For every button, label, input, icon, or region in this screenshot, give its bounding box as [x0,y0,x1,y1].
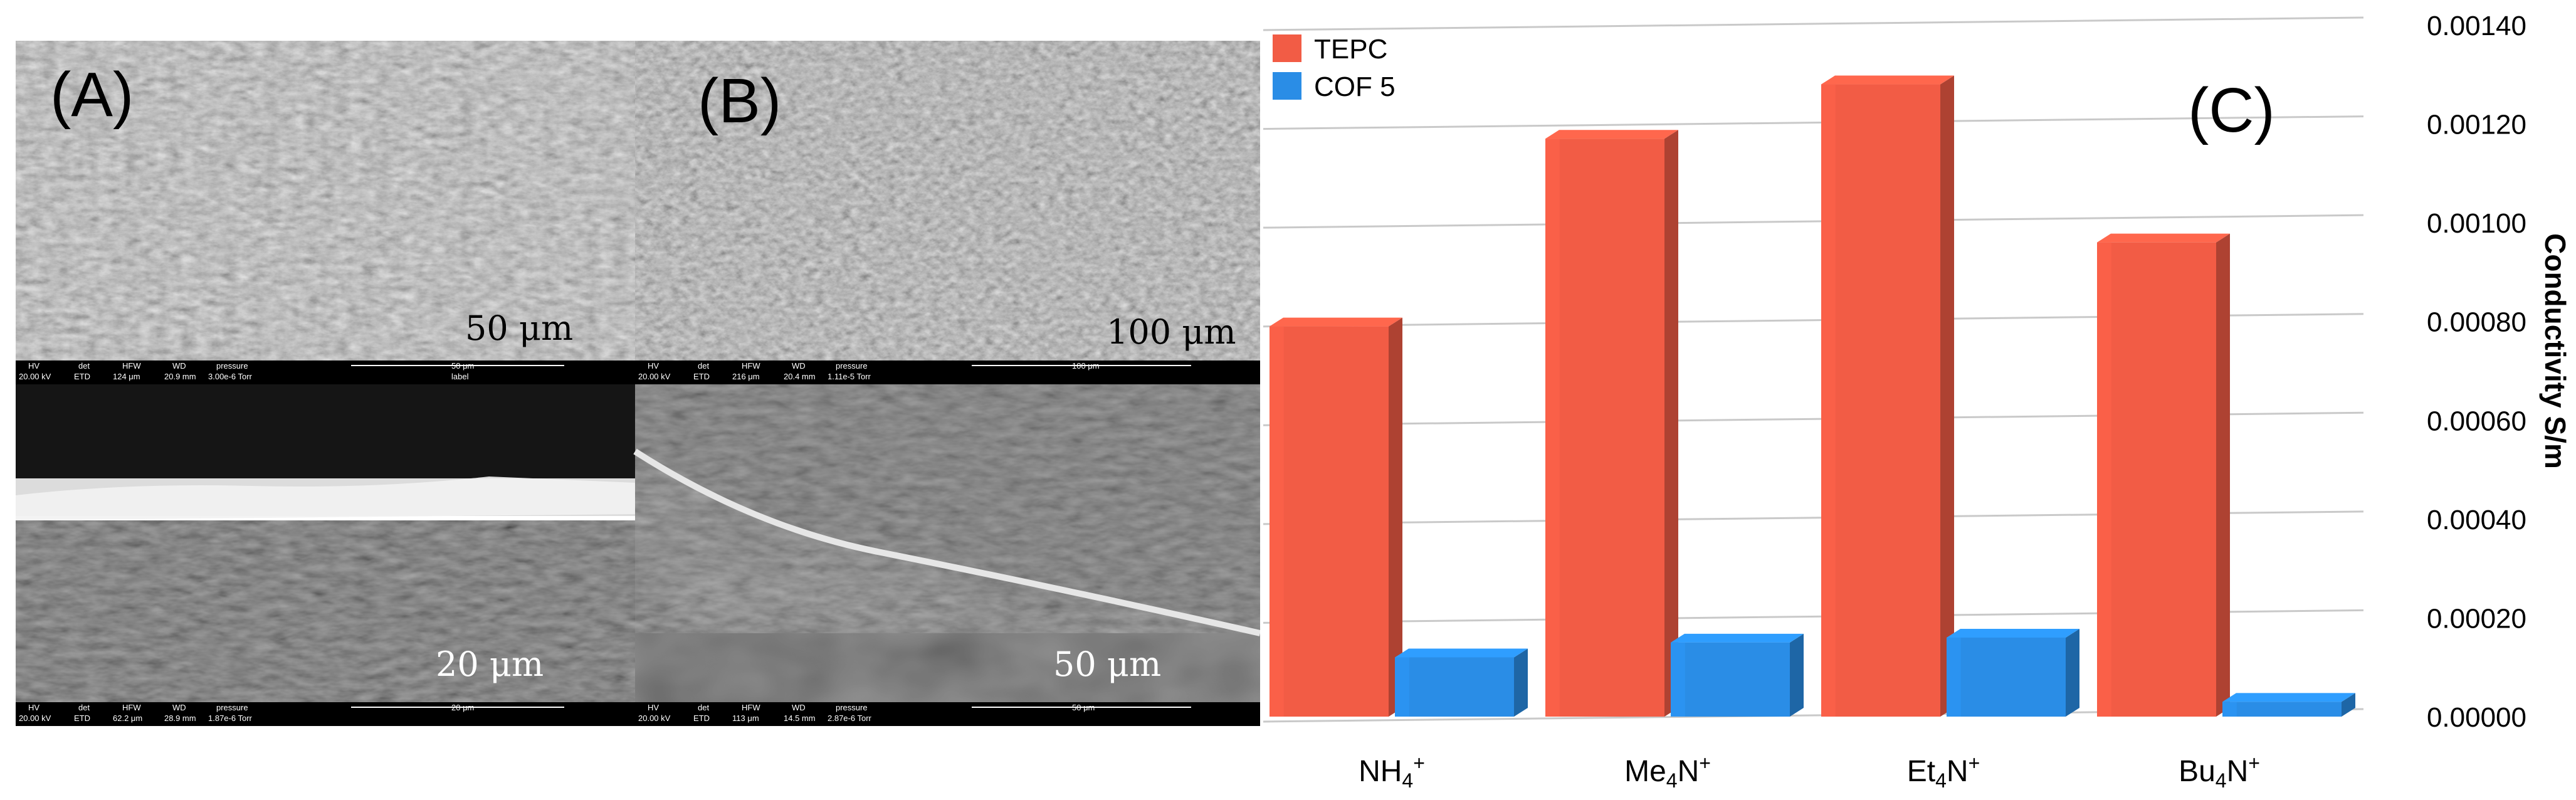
meta-bar-label: 100 μm [1072,361,1100,371]
bar-cof-5-2 [1947,628,2079,717]
meta-header: WD [792,361,806,371]
sem-micrographs: (A) (B) 50 μm 100 μm 20 μm 50 μm HV det … [16,41,1260,726]
chart-legend: TEPC COF 5 [1273,34,1396,102]
meta-value: 20.00 kV [638,713,671,723]
panel-label-b: (B) [698,66,781,136]
meta-bar-label: 50 μm [451,361,474,371]
meta-value: 20.00 kV [19,372,51,381]
legend-label: TEPC [1314,34,1387,65]
meta-strip-a-top: HV det HFW WD pressure 20.00 kV ETD 124 … [19,361,564,381]
gridline [1263,214,2364,229]
meta-header: WD [792,703,806,712]
meta-value: 113 μm [732,713,759,723]
meta-value: 124 μm [113,372,140,381]
meta-header: HV [28,703,39,712]
meta-header: det [78,703,90,712]
meta-header: WD [172,703,186,712]
meta-value: 1.87e-6 Torr [208,713,253,723]
meta-header: pressure [216,703,248,712]
meta-header: WD [172,361,186,371]
meta-value: 20.00 kV [638,372,671,381]
meta-value: 1.11e-5 Torr [828,372,871,381]
meta-strip-b-bottom: HV det HFW WD pressure 20.00 kV ETD 113 … [638,703,1191,723]
meta-bar-label: 20 μm [451,703,474,712]
meta-value: ETD [74,372,90,381]
sem-image-a-top [16,41,635,384]
x-category-label: Et4N+ [1907,752,1980,792]
bar-cof-5-0 [1395,648,1528,717]
panel-label-a: (A) [50,60,134,130]
meta-header: HFW [122,361,141,371]
meta-header: pressure [216,361,248,371]
meta-strip-b-top: HV det HFW WD pressure 20.00 kV ETD 216 … [638,361,1191,381]
sem-image-a-bottom [16,384,635,726]
bar-cof-5-3 [2222,693,2355,717]
legend-item-cof-5: COF 5 [1273,71,1396,102]
meta-value: ETD [693,713,710,723]
legend-item-tepc: TEPC [1273,34,1387,65]
y-axis-ticks: 0.00000 0.00020 0.00040 0.00060 0.00080 0.001… [2427,11,2526,733]
x-category-label: Bu4N+ [2179,752,2260,792]
meta-header: HFW [742,703,760,712]
meta-header: pressure [836,703,868,712]
x-axis-categories: NH4+ Me4N+ Et4N+ Bu4N+ [1359,752,2260,792]
x-category-label: Me4N+ [1624,752,1711,792]
panel-label-c: (C) [2188,75,2275,145]
y-tick-label: 0.00080 [2427,307,2526,338]
meta-header: HV [648,361,659,371]
y-tick-label: 0.00140 [2427,11,2526,41]
meta-value: ETD [74,713,90,723]
meta-value: 14.5 mm [784,713,816,723]
x-category-label: NH4+ [1359,752,1425,792]
scale-text-a-bottom: 20 μm [436,645,544,684]
meta-strip-a-bottom: HV det HFW WD pressure 20.00 kV ETD 62.2… [19,703,564,723]
y-tick-label: 0.00040 [2427,505,2526,535]
meta-value: 20.9 mm [164,372,196,381]
gridline [1263,115,2364,130]
meta-bar-label: 50 μm [1072,703,1095,712]
y-tick-label: 0.00100 [2427,208,2526,239]
meta-value: 3.00e-6 Torr [208,372,253,381]
bar-tepc-1 [1545,130,1678,717]
meta-header: pressure [836,361,868,371]
meta-label-text: label [451,372,469,381]
gridline [1263,16,2364,31]
meta-value: ETD [693,372,710,381]
meta-header: HFW [122,703,141,712]
sem-image-b-bottom [633,384,1260,726]
y-tick-label: 0.00120 [2427,110,2526,140]
bar-tepc-3 [2097,233,2230,717]
scale-text-b-top: 100 μm [1107,312,1236,352]
bar-cof-5-1 [1671,633,1804,717]
meta-header: HV [28,361,39,371]
legend-label: COF 5 [1314,71,1396,102]
meta-value: 62.2 μm [113,713,142,723]
meta-header: det [698,361,709,371]
legend-swatch [1273,72,1301,100]
meta-value: 2.87e-6 Torr [828,713,872,723]
bar-tepc-0 [1270,317,1402,717]
meta-header: HV [648,703,659,712]
meta-header: det [698,703,709,712]
scale-text-b-bottom: 50 μm [1053,645,1161,684]
y-tick-label: 0.00060 [2427,406,2526,436]
y-tick-label: 0.00000 [2427,702,2526,733]
meta-header: det [78,361,90,371]
meta-header: HFW [742,361,760,371]
meta-value: 216 μm [732,372,760,381]
meta-value: 20.4 mm [784,372,816,381]
y-axis-label: Conductivity S/m [2539,233,2572,469]
chart-bars [1270,75,2355,717]
sem-image-b-top [635,41,1260,384]
meta-value: 20.00 kV [19,713,51,723]
legend-swatch [1273,34,1301,62]
meta-value: 28.9 mm [164,713,196,723]
scale-text-a-top: 50 μm [465,308,573,348]
bar-tepc-2 [1821,75,1954,717]
y-tick-label: 0.00020 [2427,603,2526,634]
